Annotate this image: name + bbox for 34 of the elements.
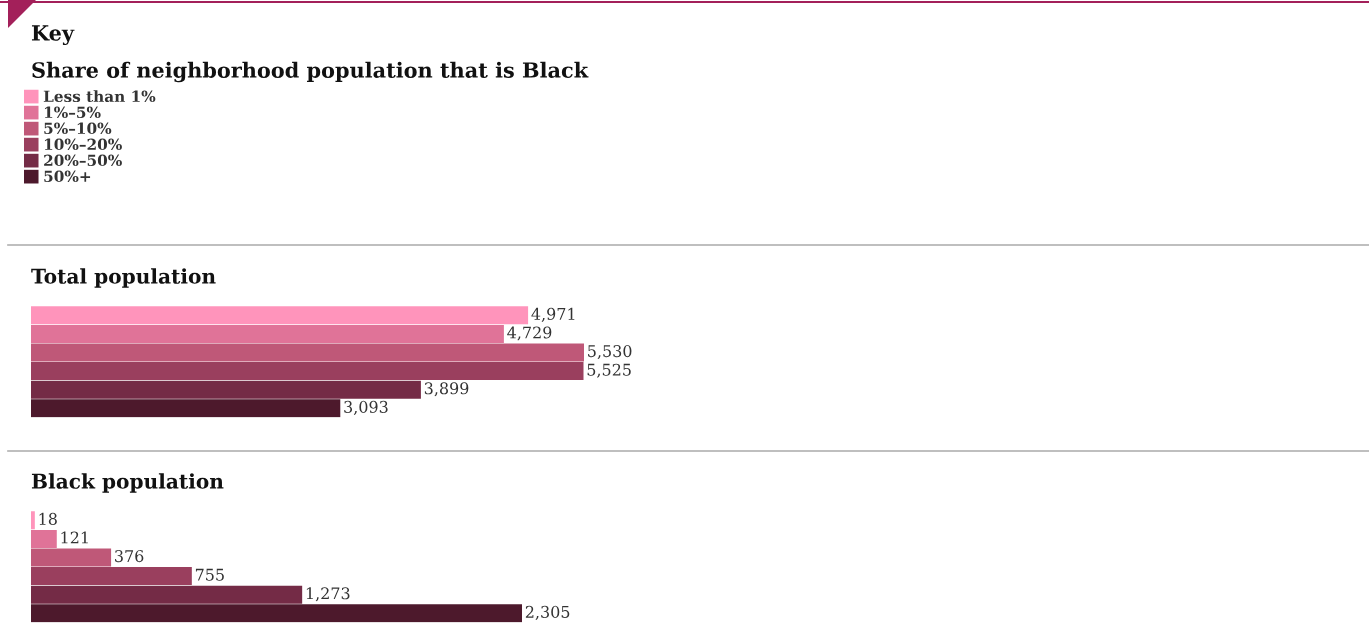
data-label: 376: [115, 550, 144, 563]
legend-label: 50%+: [44, 170, 91, 183]
data-label: 4,971: [531, 307, 575, 322]
bar: [31, 548, 112, 567]
data-label: 3,093: [344, 400, 388, 415]
chart-title: Black population: [31, 473, 224, 493]
data-label: 2,305: [525, 605, 570, 620]
data-label: 3,899: [424, 382, 469, 397]
bar: [31, 343, 584, 362]
bar: [31, 567, 192, 586]
legend-title: Share of neighborhood population that is Black: [32, 61, 589, 83]
bar: [31, 529, 57, 548]
bar: [31, 306, 529, 325]
legend-label: 20%–50%: [44, 154, 122, 167]
data-label: 755: [195, 568, 224, 581]
data-label: 18: [39, 512, 57, 525]
legend-label: 5%–10%: [44, 122, 112, 135]
data-label: 121: [61, 531, 88, 544]
text: Key: [31, 25, 75, 46]
legend-label: Less than 1%: [43, 90, 156, 103]
legend-label: 10%–20%: [44, 138, 122, 151]
bar: [31, 585, 303, 604]
bar: [31, 324, 504, 343]
legend-label: 1%–5%: [44, 106, 101, 119]
bar: [31, 399, 341, 418]
bar: [31, 511, 35, 530]
bar: [31, 380, 421, 399]
data-label: 5,530: [588, 345, 632, 360]
data-label: 1,273: [306, 587, 350, 602]
bar: [31, 362, 584, 381]
data-label: 5,525: [587, 363, 631, 378]
data-label: 4,729: [507, 326, 552, 341]
bar: [31, 604, 522, 623]
chart-title: Total population: [31, 268, 216, 288]
